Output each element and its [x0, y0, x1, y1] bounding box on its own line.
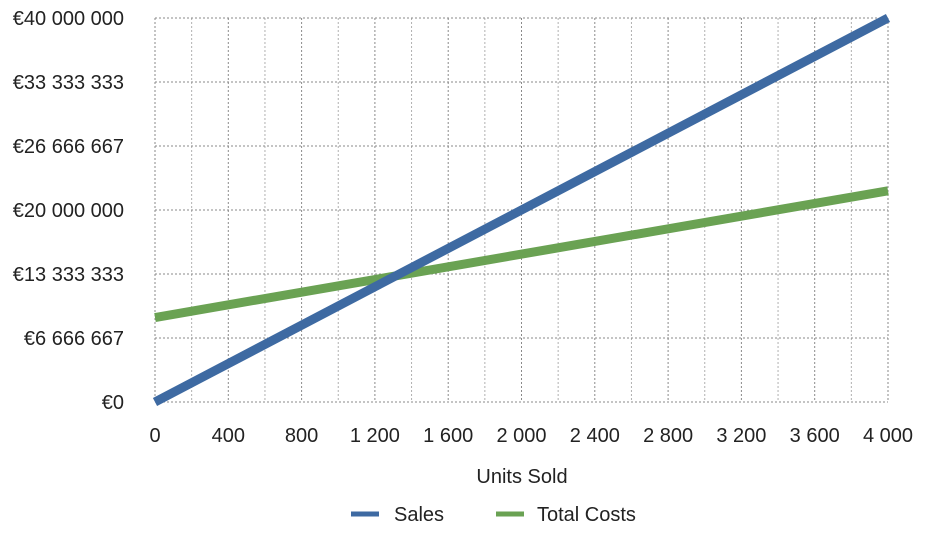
y-tick-label: €0 — [102, 392, 124, 414]
y-axis-tick-labels: €0 €6 666 667 €13 333 333 €20 000 000 €26 66… — [13, 8, 124, 414]
x-tick-label: 800 — [285, 425, 318, 447]
series-lines — [152, 14, 891, 406]
x-tick-label: 3 200 — [716, 425, 766, 447]
x-tick-label: 2 400 — [570, 425, 620, 447]
x-tick-label: 4 000 — [863, 425, 913, 447]
x-tick-label: 2 800 — [643, 425, 693, 447]
legend-label: Total Costs — [537, 504, 636, 526]
legend-item: Total Costs — [496, 504, 636, 526]
x-tick-label: 1 200 — [350, 425, 400, 447]
x-tick-label: 2 000 — [496, 425, 546, 447]
y-tick-label: €13 333 333 — [13, 264, 124, 286]
x-axis-title: Units Sold — [476, 466, 567, 488]
y-tick-label: €26 666 667 — [13, 136, 124, 158]
series-line-total-costs — [154, 186, 889, 322]
x-tick-label: 1 600 — [423, 425, 473, 447]
x-tick-label: 0 — [149, 425, 160, 447]
series-line-sales — [152, 14, 891, 406]
legend-label: Sales — [394, 504, 444, 526]
y-tick-label: €33 333 333 — [13, 72, 124, 94]
y-tick-label: €6 666 667 — [24, 328, 124, 350]
x-axis-tick-labels: 0 400 800 1 200 1 600 2 000 2 400 2 800 3 200 3 6… — [149, 425, 913, 447]
x-tick-label: 3 600 — [790, 425, 840, 447]
legend-item: Sales — [351, 504, 444, 526]
y-tick-label: €40 000 000 — [13, 8, 124, 30]
legend: Sales Total Costs — [351, 504, 636, 526]
y-tick-label: €20 000 000 — [13, 200, 124, 222]
x-tick-label: 400 — [212, 425, 245, 447]
